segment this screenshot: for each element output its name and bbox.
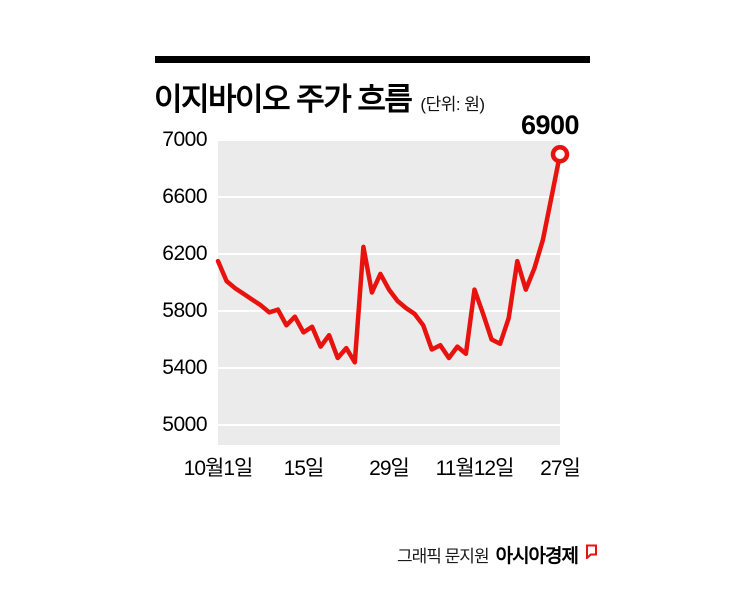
x-axis-label: 10월1일 (183, 457, 254, 480)
x-axis-label: 15일 (283, 457, 325, 480)
last-price-annotation: 6900 (520, 110, 580, 141)
graphic-credit: 그래픽 문지원 (397, 547, 490, 566)
y-axis-label: 5000 (162, 413, 207, 436)
brand-logo-icon (585, 544, 598, 559)
x-axis-label: 27일 (540, 457, 581, 480)
x-axis-label: 11월12일 (435, 457, 515, 480)
y-axis-label: 5800 (162, 299, 207, 322)
chart-header: 이지바이오 주가 흐름 (단위: 원) (154, 74, 485, 119)
chart-title: 이지바이오 주가 흐름 (154, 82, 413, 117)
unit-label: (단위: 원) (420, 95, 485, 114)
y-axis: 7000 6600 6200 5800 5400 5000 (0, 0, 207, 595)
x-axis-label: 29일 (369, 457, 410, 480)
credit-line: 그래픽 문지원 아시아경제 (397, 541, 598, 568)
y-axis-label: 6600 (162, 185, 207, 208)
y-axis-label: 7000 (162, 128, 207, 151)
header-rule (155, 56, 590, 63)
endpoint-marker (550, 145, 570, 164)
brand-name: 아시아경제 (495, 546, 579, 567)
y-axis-label: 5400 (162, 356, 207, 379)
y-axis-label: 6200 (162, 242, 207, 265)
price-line (215, 152, 563, 365)
